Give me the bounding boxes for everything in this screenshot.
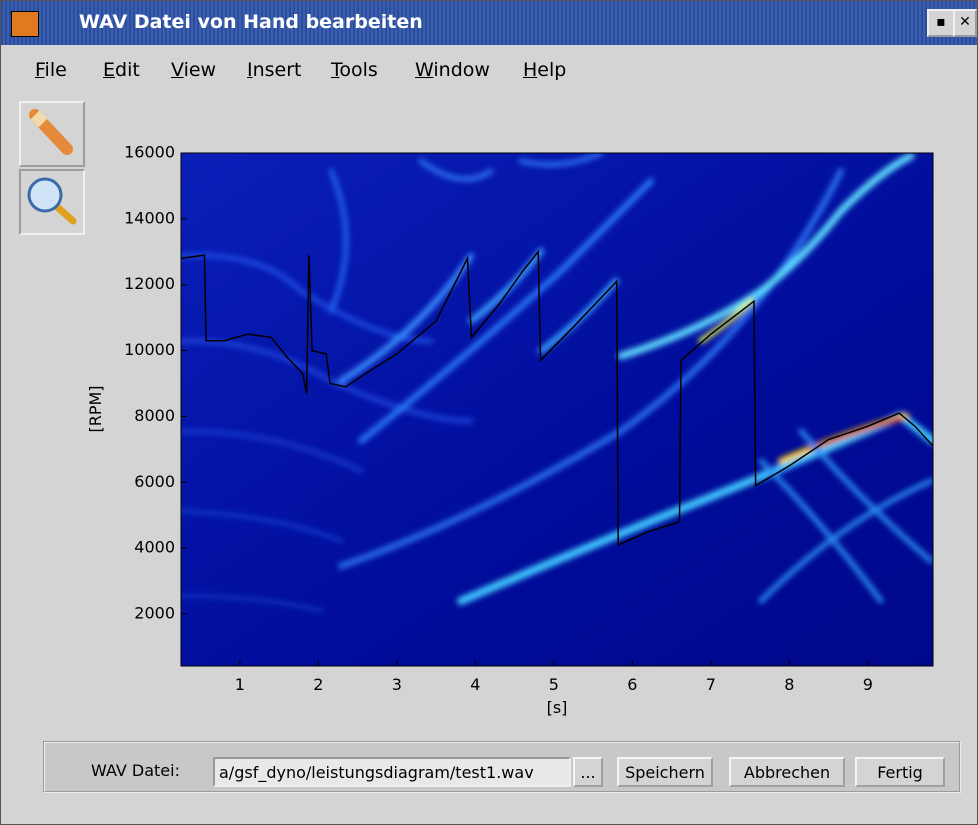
zoom-tool-button[interactable] <box>19 169 85 235</box>
wav-label: WAV Datei: <box>91 761 180 780</box>
x-tick-label: 5 <box>549 675 559 694</box>
x-tick-label: 1 <box>235 675 245 694</box>
x-tick-label: 6 <box>627 675 637 694</box>
y-tick-label: 10000 <box>124 340 175 359</box>
rpm-trace <box>181 249 933 546</box>
plot-frame <box>180 152 934 667</box>
x-tick-label: 8 <box>784 675 794 694</box>
menu-item[interactable]: Tools <box>331 59 378 81</box>
x-tick-label: 7 <box>706 675 716 694</box>
y-tick-label: 8000 <box>134 406 175 425</box>
close-button[interactable]: ✕ <box>953 9 977 37</box>
axes: 2000 4000 6000 8000 10000 12000 14000 16000 1 2 3 4… <box>124 143 873 695</box>
cancel-button[interactable]: Abbrechen <box>729 757 845 787</box>
app-icon <box>11 11 39 37</box>
y-tick-label: 14000 <box>124 208 175 227</box>
menu-item[interactable]: Window <box>415 59 490 81</box>
y-tick-label: 12000 <box>124 274 175 293</box>
file-panel: WAV Datei: a/gsf_dyno/leistungsdiagram/t… <box>43 741 961 793</box>
pencil-icon <box>29 109 73 155</box>
y-tick-label: 6000 <box>134 472 175 491</box>
y-axis-label: [RPM] <box>86 385 105 432</box>
spectrogram <box>181 153 933 666</box>
chart: 2000 4000 6000 8000 10000 12000 14000 16000 1 2 3 4… <box>86 143 934 717</box>
y-tick-label: 2000 <box>134 603 175 622</box>
window-title: WAV Datei von Hand bearbeiten <box>79 11 423 33</box>
magnifier-icon <box>27 177 77 225</box>
done-button[interactable]: Fertig <box>855 757 945 787</box>
y-tick-label: 4000 <box>134 538 175 557</box>
x-axis-label: [s] <box>547 698 568 717</box>
y-tick-label: 16000 <box>124 143 175 162</box>
save-button[interactable]: Speichern <box>617 757 713 787</box>
x-tick-label: 3 <box>392 675 402 694</box>
title-bar: WAV Datei von Hand bearbeiten ▪ ✕ <box>1 1 977 45</box>
menu-item[interactable]: File <box>35 59 67 81</box>
x-tick-label: 4 <box>470 675 480 694</box>
menu-item[interactable]: Insert <box>247 59 302 81</box>
x-tick-label: 9 <box>863 675 873 694</box>
menu-item[interactable]: Edit <box>103 59 140 81</box>
menu-bar: File Edit View Insert Tools Window Help <box>1 53 977 89</box>
edit-tool-button[interactable] <box>19 101 85 167</box>
menu-item[interactable]: View <box>171 59 217 81</box>
menu-item[interactable]: Help <box>523 59 567 81</box>
wav-path-field[interactable]: a/gsf_dyno/leistungsdiagram/test1.wav <box>213 757 571 787</box>
browse-button[interactable]: ... <box>573 757 603 787</box>
x-tick-label: 2 <box>313 675 323 694</box>
